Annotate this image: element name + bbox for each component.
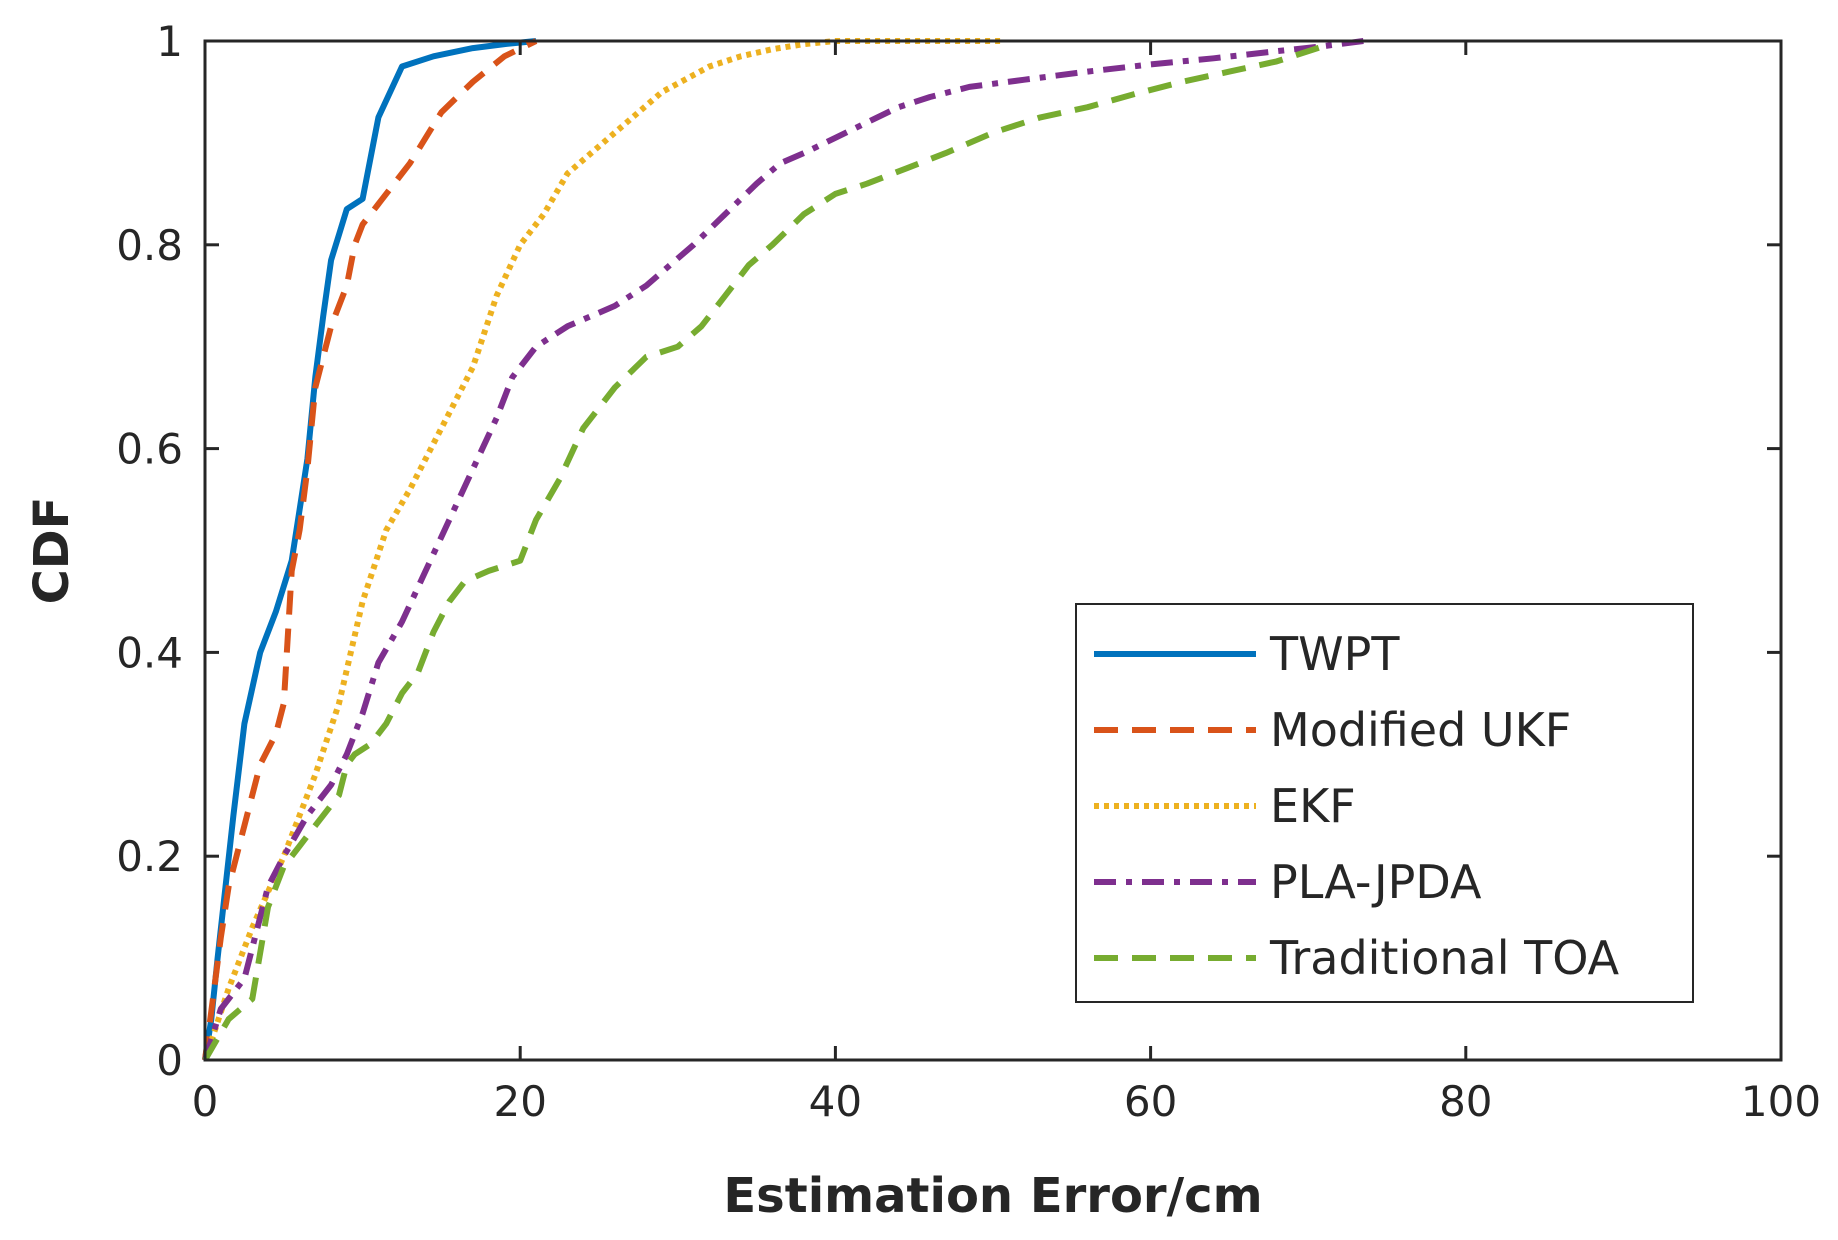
x-tick-label: 20 <box>493 1077 546 1126</box>
x-tick-label: 60 <box>1124 1077 1177 1126</box>
series-line-twpt <box>202 38 537 1061</box>
axis-ticks <box>203 39 1783 1062</box>
y-tick-label: 1 <box>156 17 183 66</box>
x-tick-label: 80 <box>1439 1077 1492 1126</box>
y-tick-label: 0.2 <box>116 832 183 881</box>
legend-label: EKF <box>1270 779 1356 833</box>
axes-box <box>203 39 1783 1062</box>
y-axis-label: CDF <box>24 497 80 605</box>
series-line-ekf <box>202 38 1001 1061</box>
y-tick-label: 0 <box>156 1036 183 1085</box>
legend-item: TWPT <box>1094 627 1400 681</box>
plot-lines <box>202 38 1364 1062</box>
x-tick-label: 100 <box>1741 1077 1821 1126</box>
legend-label: Modified UKF <box>1270 703 1571 757</box>
legend-item: Modified UKF <box>1094 703 1571 757</box>
x-axis-label: Estimation Error/cm <box>723 1168 1262 1224</box>
legend: TWPT Modified UKF EKF PLA-JPDA Traditional T… <box>1075 603 1694 1003</box>
series-line-traditional-toa <box>202 43 1325 1062</box>
y-tick-label: 0.8 <box>116 221 183 270</box>
legend-label: Traditional TOA <box>1269 931 1620 985</box>
series-line-modified-ukf <box>202 38 538 1061</box>
x-tick-label: 40 <box>809 1077 862 1126</box>
legend-item: EKF <box>1094 779 1356 833</box>
tick-labels: 0 20 40 60 80 100 0 0.2 0.4 0.6 0.8 1 <box>116 17 1821 1126</box>
x-tick-label: 0 <box>192 1077 219 1126</box>
legend-label: PLA-JPDA <box>1270 855 1482 909</box>
legend-item: Traditional TOA <box>1094 931 1620 985</box>
legend-label: TWPT <box>1269 627 1400 681</box>
y-tick-label: 0.6 <box>116 425 183 474</box>
legend-item: PLA-JPDA <box>1094 855 1482 909</box>
y-tick-label: 0.4 <box>116 628 183 677</box>
series-line-pla-jpda <box>202 38 1364 1061</box>
